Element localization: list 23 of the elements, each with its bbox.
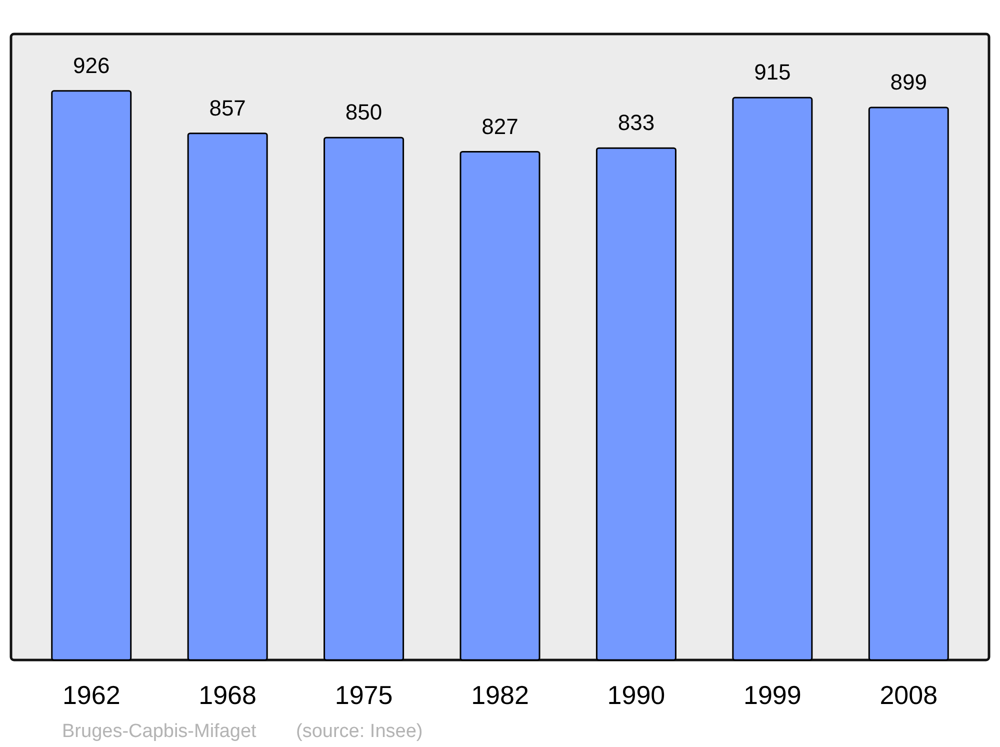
data-label: 926 [73,52,110,78]
x-tick-label: 1982 [471,680,529,710]
bar [868,106,949,661]
x-tick-label: 2008 [880,680,938,710]
text: Bruges-Capbis-Mifaget [62,721,258,742]
data-label: 899 [890,70,927,94]
bar [51,90,132,661]
x-tick-label: 1999 [744,680,802,710]
bar [324,136,404,661]
data-label: 827 [482,114,518,139]
x-tick-label: 1975 [334,680,393,710]
bar [732,96,813,661]
x-tick-label: 1968 [198,680,256,710]
data-label: 915 [754,60,791,85]
data-label: 850 [345,100,382,125]
x-tick-label: 1962 [62,680,120,710]
x-tick-label: 1990 [607,680,666,710]
bar [187,132,268,661]
bar [596,147,676,661]
bar [460,151,540,661]
data-label: 857 [209,95,246,120]
data-label: 833 [618,110,655,136]
text: (source: Insee) [296,721,423,742]
